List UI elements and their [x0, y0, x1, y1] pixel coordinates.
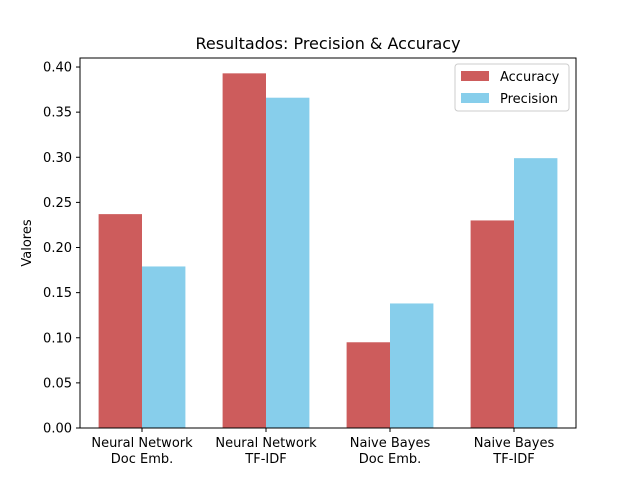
y-axis-label: Valores — [20, 219, 35, 266]
bars-group — [98, 73, 558, 429]
y-tick-label: 0.35 — [43, 106, 72, 121]
y-tick-label: 0.30 — [43, 151, 72, 166]
y-tick-label: 0.25 — [43, 196, 72, 211]
y-tick-label: 0.20 — [43, 241, 72, 256]
plot-frame — [79, 57, 577, 429]
y-tick-label: 0.40 — [43, 61, 72, 76]
legend-swatch-accuracy — [461, 71, 489, 81]
x-tick-label: Doc Emb. — [111, 452, 174, 467]
bar-precision-1 — [266, 97, 310, 429]
y-tick-label: 0.10 — [43, 331, 72, 346]
x-tick-label: Neural Network — [91, 436, 193, 451]
bar-precision-3 — [514, 158, 558, 429]
legend-label-accuracy: Accuracy — [500, 70, 560, 85]
x-tick-label: TF-IDF — [492, 452, 534, 467]
y-tick-label: 0.05 — [43, 376, 72, 391]
bar-precision-2 — [390, 303, 434, 428]
bar-accuracy-3 — [470, 220, 514, 428]
y-tick-label: 0.00 — [43, 422, 72, 437]
x-tick-label: Naive Bayes — [474, 436, 555, 451]
legend-swatch-precision — [461, 93, 489, 103]
bar-accuracy-2 — [346, 342, 390, 428]
x-tick-label: TF-IDF — [244, 452, 286, 467]
bar-precision-0 — [142, 266, 186, 428]
chart-title: Resultados: Precision & Accuracy — [195, 34, 460, 53]
x-tick-label: Neural Network — [215, 436, 317, 451]
x-tick-label: Doc Emb. — [359, 452, 422, 467]
bar-accuracy-0 — [98, 214, 142, 428]
y-tick-label: 0.15 — [43, 286, 72, 301]
legend: Accuracy Precision — [454, 63, 570, 112]
x-tick-label: Naive Bayes — [350, 436, 431, 451]
legend-label-precision: Precision — [500, 92, 558, 107]
y-axis: 0.00 0.05 0.10 0.15 0.20 0.25 0.30 0.35 0.40 — [43, 61, 80, 437]
bar-accuracy-1 — [222, 73, 266, 428]
